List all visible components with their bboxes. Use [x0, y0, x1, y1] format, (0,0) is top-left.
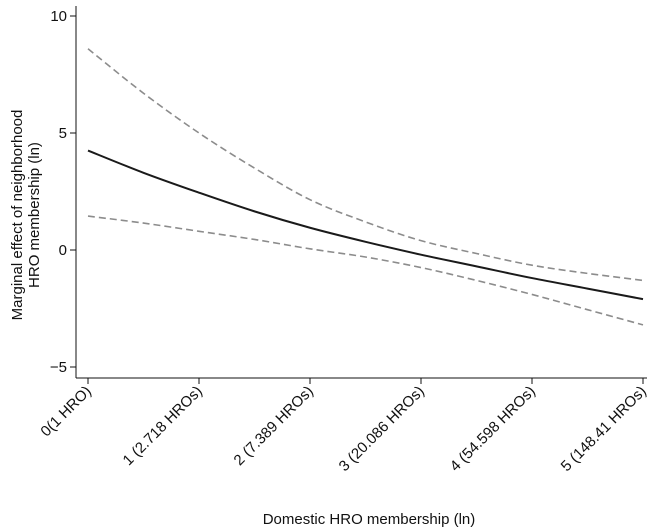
x-tick-label: 0(1 HRO): [37, 383, 94, 440]
x-tick-label: 4 (54.598 HROs): [447, 383, 539, 475]
y-tick-label: −5: [50, 359, 67, 376]
x-axis-title: Domestic HRO membership (ln): [263, 511, 476, 528]
y-axis: 10 5 0 −5: [50, 6, 77, 378]
y-tick-label: 5: [59, 125, 67, 142]
x-axis: 0(1 HRO) 1 (2.718 HROs) 2 (7.389 HROs) 3 (2…: [37, 377, 650, 475]
y-axis-title-group: Marginal effect of neighborhood HRO memb…: [9, 110, 43, 321]
x-tick-label: 2 (7.389 HROs): [231, 383, 317, 469]
plot-lines: [87, 48, 644, 326]
series-line-estimate: [87, 149, 644, 301]
series-line-lower-ci: [87, 215, 644, 326]
y-tick-label: 0: [59, 242, 67, 259]
y-tick-label: 10: [50, 8, 67, 25]
x-tick-label: 1 (2.718 HROs): [120, 383, 206, 469]
x-tick-label: 3 (20.086 HROs): [336, 383, 428, 475]
y-axis-title-line-1: Marginal effect of neighborhood: [9, 110, 26, 321]
series-line-upper-ci: [87, 48, 644, 282]
y-axis-title-line-2: HRO membership (ln): [26, 142, 43, 288]
x-tick-label: 5 (148.41 HROs): [558, 383, 650, 475]
